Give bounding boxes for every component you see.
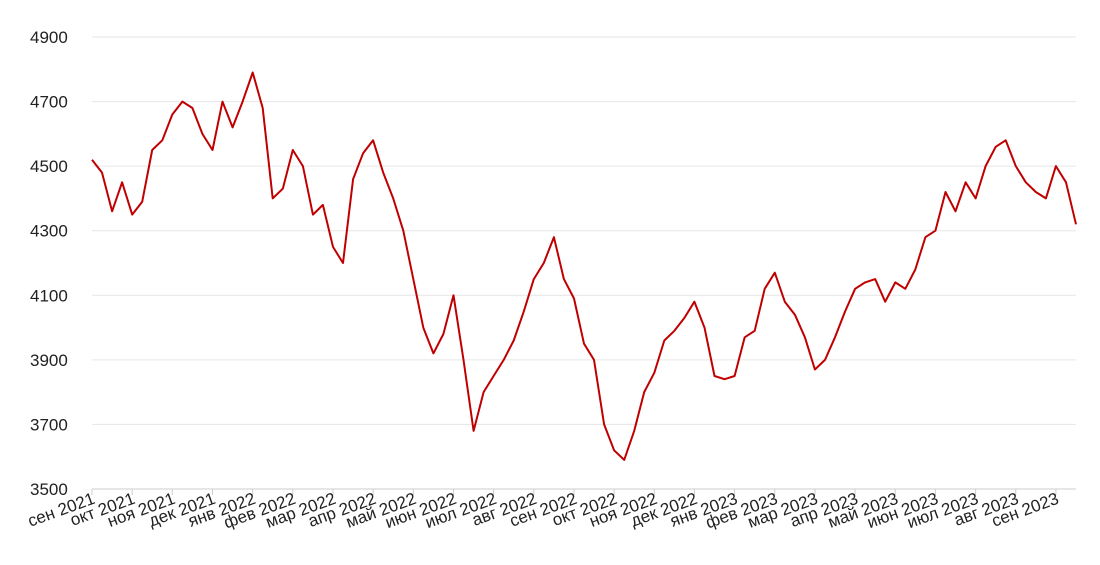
y-tick-label: 4900 <box>30 28 68 47</box>
y-tick-label: 3900 <box>30 351 68 370</box>
y-tick-label: 4700 <box>30 93 68 112</box>
y-tick-label: 4300 <box>30 222 68 241</box>
line <box>91 71 1077 461</box>
y-tick-label: 4500 <box>30 157 68 176</box>
y-tick-label: 3700 <box>30 415 68 434</box>
y-tick-label: 4100 <box>30 286 68 305</box>
y-tick-label: 3500 <box>30 480 68 499</box>
